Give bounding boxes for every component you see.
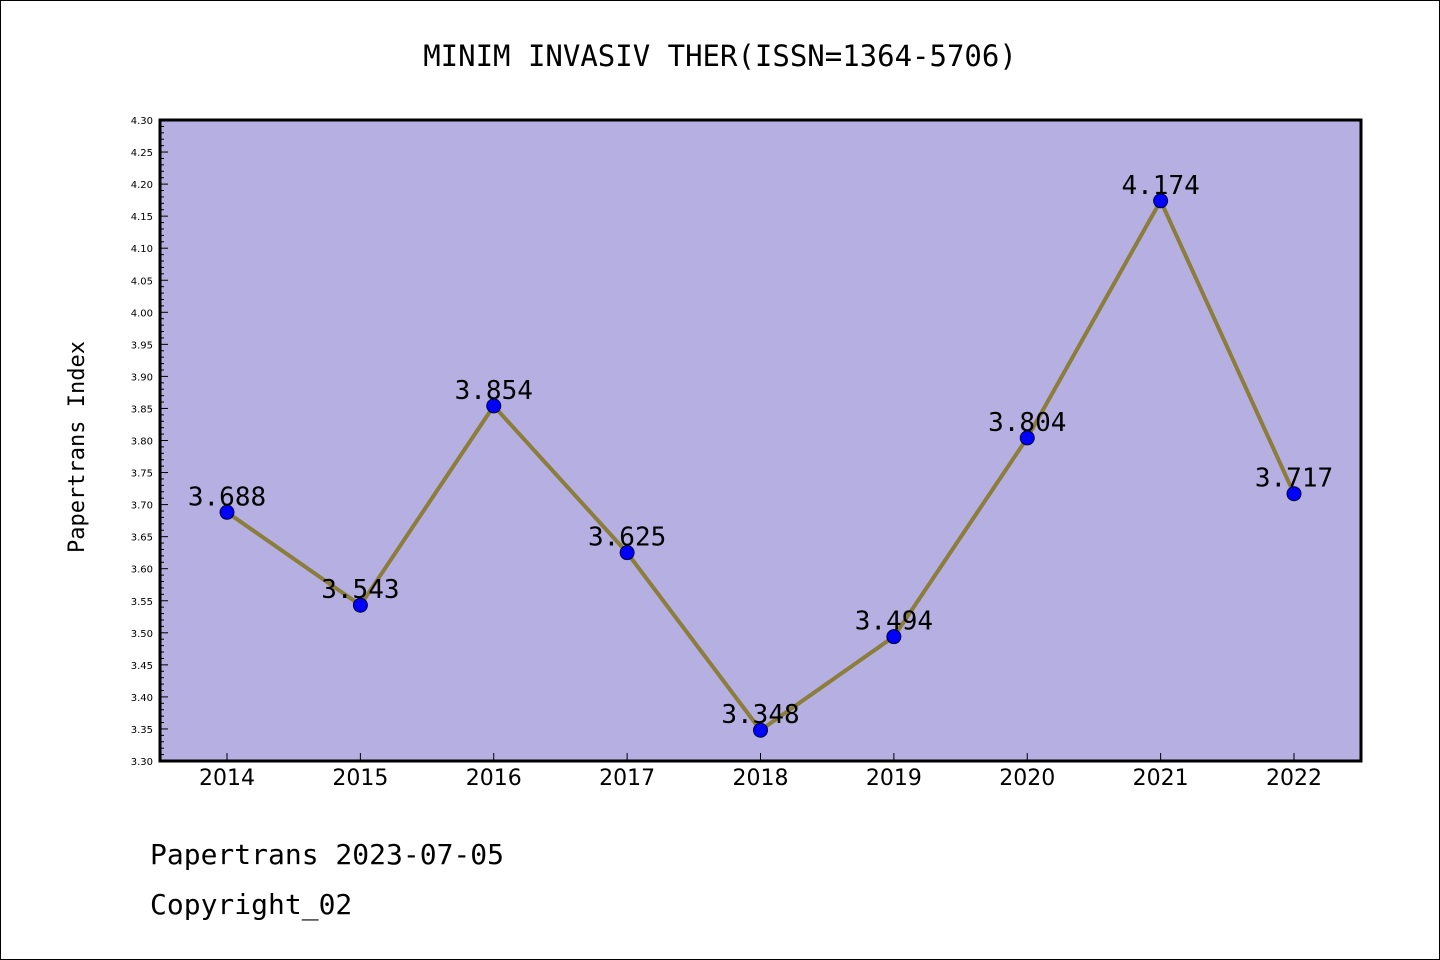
y-tick-label: 3.60 [131,565,153,576]
y-tick-label: 4.15 [131,212,153,223]
y-tick-label: 4.25 [131,148,153,159]
y-tick-label: 4.00 [131,308,153,319]
footer-copyright: Copyright_02 [150,888,352,922]
data-point [1019,430,1035,446]
data-point [886,629,902,645]
data-label: 3.543 [321,575,399,605]
x-axis-ticks: 2014 2015 2016 2017 2018 2019 2020 2021 2022 [199,753,1322,791]
y-tick-label: 4.30 [131,116,153,127]
y-tick-label: 3.90 [131,372,153,383]
plot-area [160,120,1361,761]
footer-date: Papertrans 2023-07-05 [150,838,504,871]
y-tick-label: 3.85 [131,404,153,415]
data-label: 3.688 [188,482,266,512]
x-tick-label: 2018 [733,766,789,791]
x-tick-label: 2021 [1133,766,1189,791]
chart-title: MINIM INVASIV THER(ISSN=1364-5706) [423,39,1017,73]
x-tick-label: 2015 [332,766,388,791]
x-tick-label: 2022 [1266,766,1322,791]
data-point [352,597,368,613]
data-point [1286,486,1302,502]
data-label: 3.348 [721,700,799,730]
data-points [219,193,1302,738]
data-point [219,504,235,520]
data-point [753,722,768,738]
y-tick-label: 3.70 [131,501,153,512]
data-label: 3.854 [455,376,533,406]
plot-border [158,118,1363,763]
data-label: 3.625 [588,523,666,553]
data-label: 3.494 [855,607,933,637]
data-point [619,545,635,561]
x-tick-label: 2020 [999,766,1055,791]
x-tick-label: 2017 [599,766,655,791]
data-label: 3.717 [1255,464,1333,494]
y-tick-label: 3.95 [131,340,153,351]
y-tick-label: 4.05 [131,276,153,287]
y-tick-label: 3.40 [131,693,153,704]
y-tick-label: 3.50 [131,629,153,640]
y-tick-label: 4.20 [131,180,153,191]
y-tick-label: 3.30 [131,757,153,768]
y-tick-label: 3.80 [131,437,153,448]
data-labels: 3.688 3.543 3.854 3.625 3.348 3.494 3.804 4.174… [188,171,1333,730]
x-tick-label: 2016 [466,766,522,791]
y-tick-label: 3.75 [131,469,153,480]
y-tick-label: 4.10 [131,244,153,255]
x-tick-label: 2014 [199,766,255,791]
y-tick-label: 3.55 [131,597,153,608]
y-tick-label: 3.35 [131,725,153,736]
data-point [486,398,502,414]
data-point [1153,193,1169,209]
data-label: 3.804 [988,408,1066,438]
data-label: 4.174 [1121,171,1199,201]
y-tick-label: 3.45 [131,661,153,672]
y-axis-label: Papertrans Index [65,341,90,553]
y-tick-label: 3.65 [131,533,153,544]
x-tick-label: 2019 [866,766,922,791]
